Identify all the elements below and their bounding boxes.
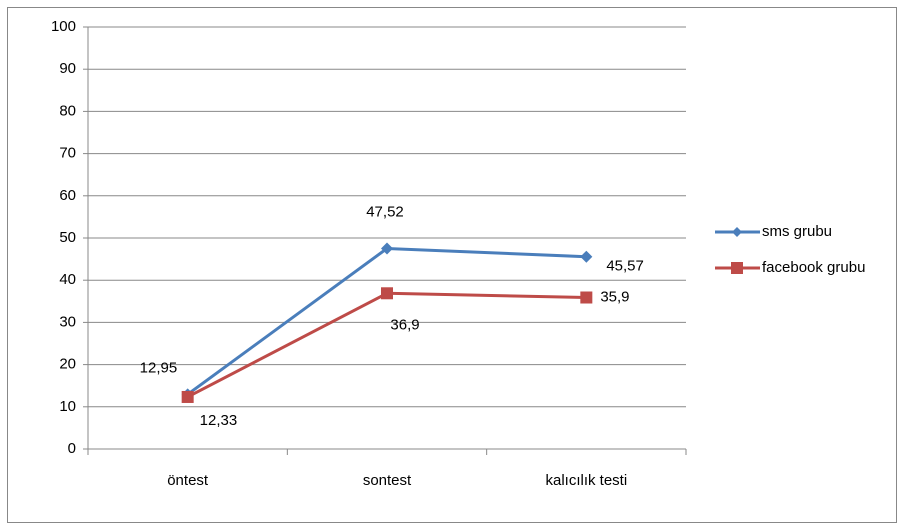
data-label: 12,33 bbox=[200, 412, 238, 429]
data-label: 35,9 bbox=[600, 288, 629, 305]
legend-marker bbox=[731, 262, 743, 274]
y-tick-label: 10 bbox=[59, 398, 76, 415]
y-tick-label: 20 bbox=[59, 356, 76, 373]
marker bbox=[381, 242, 393, 255]
y-tick-label: 90 bbox=[59, 60, 76, 77]
y-tick-label: 60 bbox=[59, 187, 76, 204]
y-tick-label: 100 bbox=[51, 18, 76, 35]
marker bbox=[580, 291, 593, 304]
marker bbox=[181, 390, 194, 403]
marker bbox=[381, 287, 393, 300]
data-label: 12,95 bbox=[140, 359, 178, 376]
chart-border bbox=[7, 7, 897, 523]
y-tick-label: 80 bbox=[59, 102, 76, 119]
y-tick-label: 70 bbox=[59, 145, 76, 162]
data-label: 36,9 bbox=[390, 316, 419, 333]
y-tick-label: 30 bbox=[59, 313, 76, 330]
x-tick-label: sontest bbox=[363, 472, 412, 489]
legend-marker bbox=[732, 227, 742, 237]
x-tick-label: öntest bbox=[167, 472, 209, 489]
data-label: 45,57 bbox=[606, 258, 644, 275]
x-tick-label: kalıcılık testi bbox=[545, 472, 627, 489]
marker bbox=[580, 250, 593, 263]
legend-label: sms grubu bbox=[762, 223, 832, 240]
legend-label: facebook grubu bbox=[762, 259, 865, 276]
data-label: 47,52 bbox=[366, 203, 404, 220]
y-tick-label: 40 bbox=[59, 271, 76, 288]
y-tick-label: 50 bbox=[59, 229, 76, 246]
y-tick-label: 0 bbox=[68, 440, 76, 457]
